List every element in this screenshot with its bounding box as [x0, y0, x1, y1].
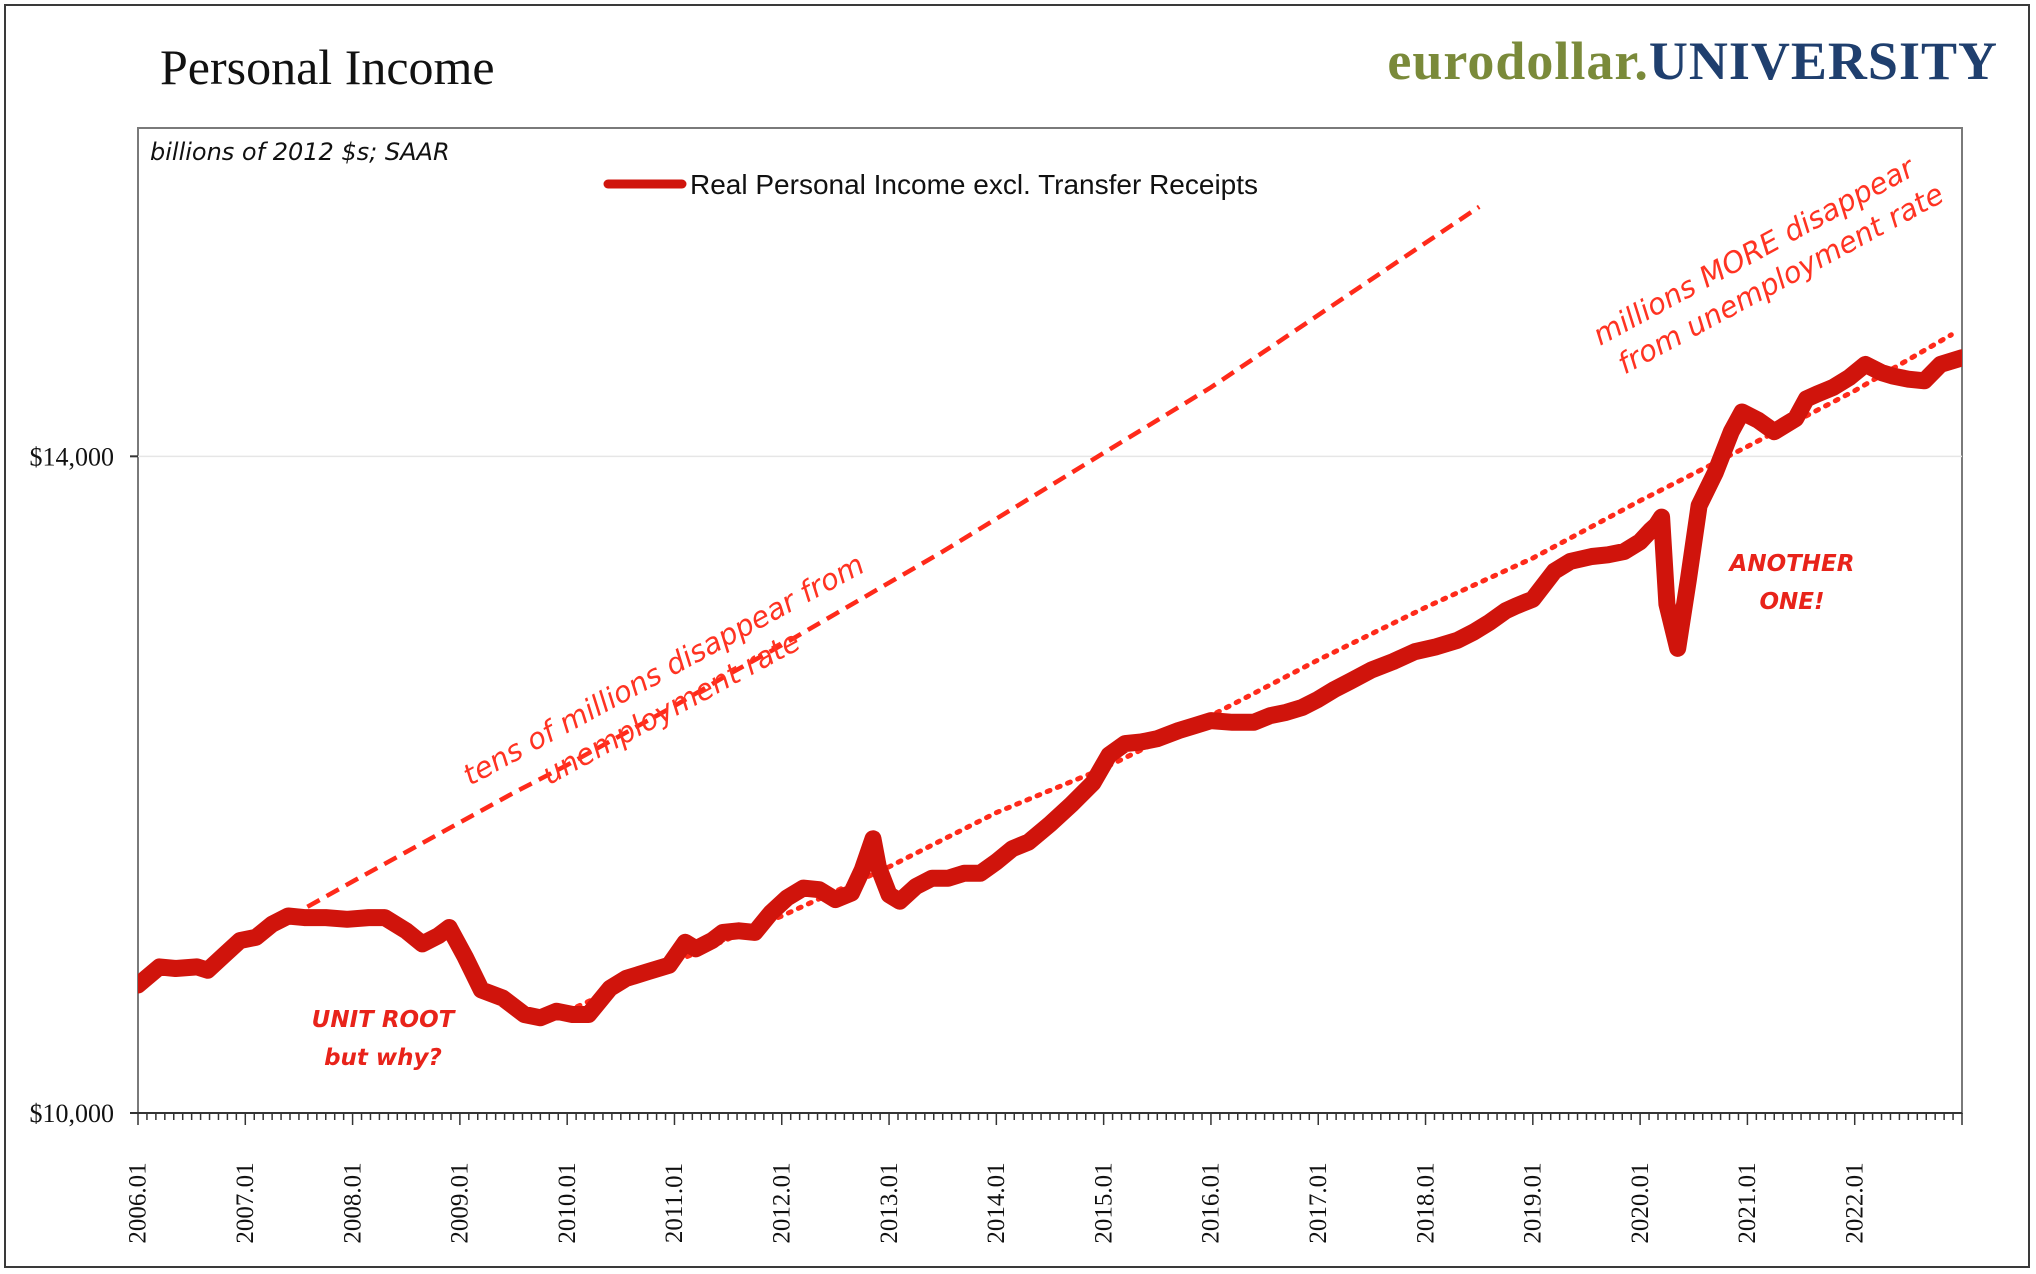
x-tick-label: 2022.01	[1841, 1162, 1868, 1243]
brand-logo: eurodollar.UNIVERSITY	[1387, 30, 1998, 92]
x-tick-label: 2018.01	[1412, 1162, 1439, 1243]
y-tick-label: $14,000	[30, 442, 115, 471]
series-line-real-personal-income	[138, 349, 1962, 1027]
legend-label: Real Personal Income excl. Transfer Rece…	[690, 169, 1258, 200]
page-title: Personal Income	[160, 39, 495, 95]
axes	[130, 455, 1963, 1125]
x-tick-label: 2008.01	[339, 1162, 366, 1243]
x-tick-label: 2013.01	[876, 1162, 903, 1243]
x-tick-label: 2009.01	[447, 1162, 474, 1243]
x-tick-label: 2017.01	[1305, 1162, 1332, 1243]
x-tick-label: 2010.01	[554, 1162, 581, 1243]
annotation-another-one-line-1: ANOTHER	[1728, 551, 1855, 577]
x-tick-label: 2021.01	[1734, 1162, 1761, 1243]
x-tick-label: 2016.01	[1198, 1162, 1225, 1243]
x-tick-label: 2019.01	[1520, 1162, 1547, 1243]
x-tick-labels: 2006.01 2007.01 2008.01 2009.01 2010.01 2011.…	[125, 1162, 1869, 1243]
x-tick-label: 2012.01	[768, 1162, 795, 1243]
x-tick-label: 2014.01	[983, 1162, 1010, 1243]
y-tick-labels: $10,000 $14,000	[30, 442, 115, 1128]
x-tick-label: 2011.01	[661, 1163, 688, 1243]
annotation-another-one-line-2: ONE!	[1759, 589, 1824, 615]
trend-line-dashed	[287, 204, 1481, 920]
brand-part-1: eurodollar.	[1387, 31, 1649, 91]
x-tick-label: 2015.01	[1090, 1162, 1117, 1243]
annotation-unit-root-line-1: UNIT ROOT	[312, 1007, 457, 1033]
x-tick-label: 2020.01	[1627, 1162, 1654, 1243]
plot-area	[137, 127, 1963, 1114]
brand-part-2: UNIVERSITY	[1648, 31, 1998, 91]
annotation-unit-root-line-2: but why?	[324, 1045, 442, 1071]
series-lines	[138, 349, 1962, 1027]
y-tick-label: $10,000	[30, 1099, 115, 1128]
x-tick-label: 2006.01	[125, 1162, 152, 1243]
units-note: billions of 2012 $s; SAAR	[150, 138, 450, 166]
x-tick-label: 2007.01	[232, 1162, 259, 1243]
